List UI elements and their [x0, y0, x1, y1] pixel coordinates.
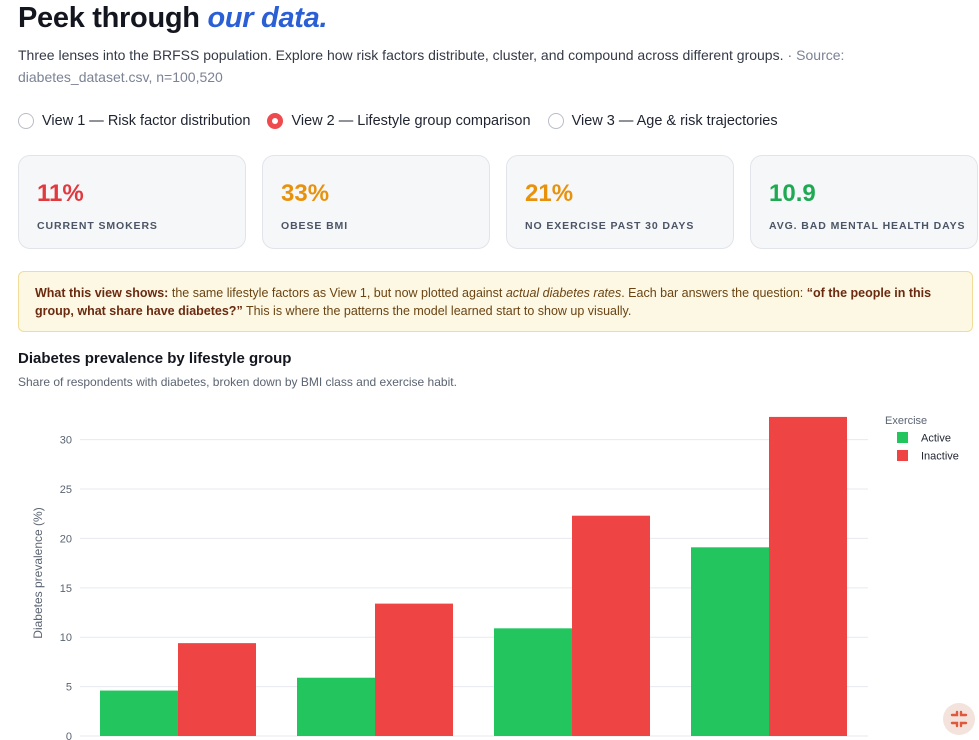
info-callout: What this view shows: the same lifestyle… — [18, 271, 973, 332]
y-tick-label: 20 — [60, 533, 72, 545]
page-subtitle: Three lenses into the BRFSS population. … — [18, 44, 968, 88]
radio-view-2[interactable]: View 2 — Lifestyle group comparison — [267, 113, 531, 129]
bar-inactive — [769, 416, 847, 736]
y-tick-label: 5 — [66, 682, 72, 694]
legend-label: Inactive — [921, 451, 959, 463]
legend-title: Exercise — [885, 415, 927, 427]
view-radio-group: View 1 — Risk factor distribution View 2… — [18, 113, 778, 129]
bar-active — [494, 628, 572, 736]
kpi-label: CURRENT SMOKERS — [37, 220, 158, 232]
callout-lead: What this view shows: — [35, 286, 169, 300]
radio-label: View 1 — Risk factor distribution — [42, 113, 251, 129]
callout-text-3: This is where the patterns the model lea… — [245, 304, 632, 318]
y-tick-label: 30 — [60, 435, 72, 447]
streamlit-logo-icon — [950, 710, 968, 728]
source-note: Source: diabetes_dataset.csv, n=100,520 — [18, 47, 845, 85]
radio-view-1[interactable]: View 1 — Risk factor distribution — [18, 113, 250, 129]
bar-active — [100, 690, 178, 736]
title-accent: our data. — [207, 2, 328, 34]
chart-title: Diabetes prevalence by lifestyle group — [18, 350, 292, 367]
chart-subtitle: Share of respondents with diabetes, brok… — [18, 375, 457, 389]
callout-emphasis: actual diabetes rates — [505, 286, 622, 300]
kpi-card: 11% CURRENT SMOKERS — [18, 155, 246, 249]
kpi-value: 10.9 — [769, 180, 816, 207]
bar-active — [297, 677, 375, 736]
kpi-card: 10.9 AVG. BAD MENTAL HEALTH DAYS — [750, 155, 978, 249]
kpi-label: AVG. BAD MENTAL HEALTH DAYS — [769, 220, 966, 232]
y-tick-label: 10 — [60, 632, 72, 644]
legend-swatch — [897, 432, 908, 443]
title-plain: Peek through — [18, 2, 200, 34]
subtitle-text: Three lenses into the BRFSS population. … — [18, 47, 784, 63]
y-tick-label: 15 — [60, 583, 72, 595]
callout-text-2: . Each bar answers the question: — [621, 286, 804, 300]
radio-indicator[interactable] — [547, 113, 564, 129]
bar-active — [691, 547, 769, 736]
kpi-card: 33% OBESE BMI — [262, 155, 490, 249]
y-axis-title: Diabetes prevalence (%) — [31, 507, 45, 638]
callout-text-1: the same lifestyle factors as View 1, bu… — [171, 286, 503, 300]
subtitle-separator: · — [787, 47, 793, 63]
bar-inactive — [572, 515, 650, 736]
kpi-value: 21% — [525, 180, 574, 207]
legend-label: Active — [921, 433, 951, 445]
radio-indicator[interactable] — [18, 113, 34, 129]
radio-view-3[interactable]: View 3 — Age & risk trajectories — [547, 113, 778, 129]
page-title: Peek through our data. — [18, 2, 328, 35]
radio-label: View 2 — Lifestyle group comparison — [291, 113, 531, 129]
bar-inactive — [375, 603, 453, 736]
y-tick-label: 0 — [66, 731, 72, 740]
kpi-value: 33% — [281, 180, 330, 207]
bar-inactive — [178, 643, 256, 736]
legend-swatch — [897, 450, 908, 461]
prevalence-bar-chart[interactable]: 0 5 10 15 20 25 30 Diabetes prevalence (%) Exerc… — [0, 400, 979, 740]
kpi-value: 11% — [37, 180, 84, 207]
radio-indicator[interactable] — [267, 113, 284, 129]
y-tick-label: 25 — [60, 484, 72, 496]
kpi-label: NO EXERCISE PAST 30 DAYS — [525, 220, 695, 232]
radio-label: View 3 — Age & risk trajectories — [571, 113, 778, 129]
kpi-row: 11% CURRENT SMOKERS 33% OBESE BMI 21% NO… — [18, 155, 978, 249]
kpi-label: OBESE BMI — [281, 220, 349, 232]
callout-question: “of the people in this group, what share… — [35, 286, 932, 318]
app-menu-button[interactable] — [943, 703, 975, 735]
kpi-card: 21% NO EXERCISE PAST 30 DAYS — [506, 155, 734, 249]
